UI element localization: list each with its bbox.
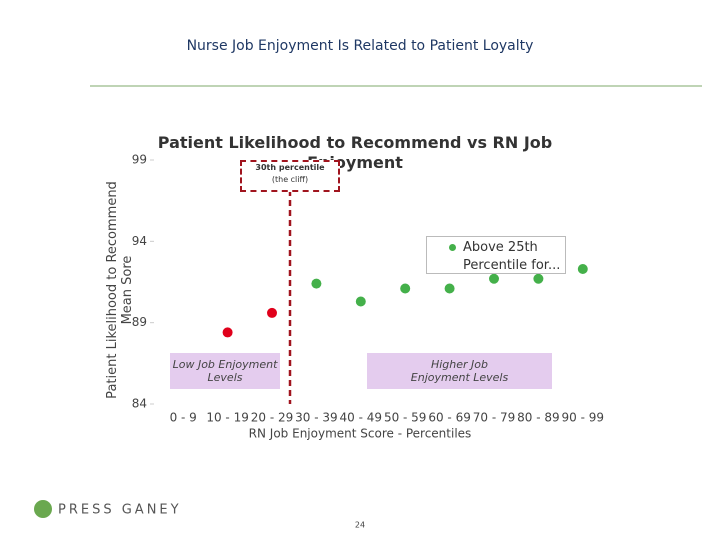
x-tick-label: 70 - 79 — [473, 411, 516, 425]
y-tick-label: 89 — [132, 315, 147, 329]
x-axis-label: RN Job Enjoyment Score - Percentiles — [249, 427, 472, 441]
x-tick-label: 80 - 89 — [517, 411, 560, 425]
x-tick-label: 90 - 99 — [562, 411, 605, 425]
logo-icon — [34, 500, 52, 518]
page-number: 24 — [355, 521, 365, 530]
legend: Above 25th Percentile for... — [426, 236, 566, 274]
point — [577, 263, 588, 274]
x-tick-label: 20 - 29 — [251, 411, 294, 425]
y-tick-label: 84 — [132, 397, 147, 411]
cliff-box: 30th percentile (the cliff) — [240, 160, 340, 192]
x-tick-label: 60 - 69 — [428, 411, 471, 425]
cliff-note: (the cliff) — [271, 175, 309, 184]
point — [311, 278, 322, 289]
slide-title: Nurse Job Enjoyment Is Related to Patien… — [186, 38, 534, 54]
x-tick-label: 10 - 19 — [206, 411, 249, 425]
x-tick-label: 0 - 9 — [170, 411, 197, 425]
point — [267, 307, 277, 318]
point — [400, 283, 411, 294]
point — [355, 296, 366, 307]
x-tick-label: 40 - 49 — [340, 411, 383, 425]
legend-label: Above 25th Percentile for... — [463, 240, 561, 273]
x-tick-label: 50 - 59 — [384, 411, 427, 425]
point — [444, 283, 455, 294]
y-axis-label: Patient Likelihood to Recommend Mean Sor… — [105, 181, 135, 399]
high-box: Higher Job Enjoyment Levels — [367, 353, 552, 389]
point — [533, 273, 544, 284]
point — [222, 327, 233, 338]
point — [489, 273, 499, 284]
y-tick-label: 99 — [132, 153, 147, 167]
legend-swatch — [449, 244, 456, 251]
chart-title: Patient Likelihood to Recommend vs RN Jo… — [157, 133, 553, 172]
cliff-label: 30th percentile — [255, 163, 325, 172]
x-tick-label: 30 - 39 — [295, 411, 338, 425]
low-box: Low Job Enjoyment Levels — [170, 353, 280, 389]
logo: PRESS GANEY — [58, 503, 182, 518]
y-tick-label: 94 — [132, 234, 147, 248]
